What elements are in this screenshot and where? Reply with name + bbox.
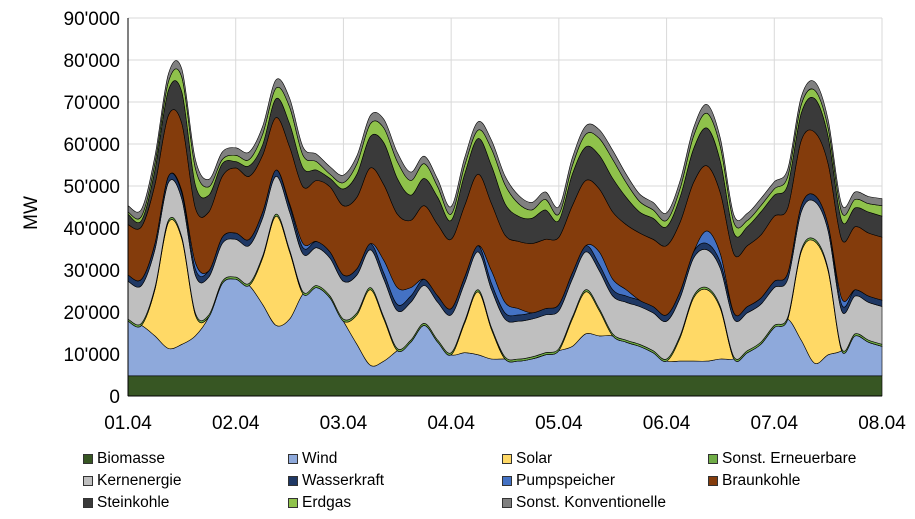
- legend-swatch: [288, 454, 298, 464]
- legend-item: Kernenergie: [83, 470, 288, 492]
- x-tick-label: 03.04: [320, 413, 368, 434]
- legend-label: Wasserkraft: [302, 472, 385, 489]
- legend-swatch: [288, 476, 298, 486]
- legend-label: Wind: [302, 450, 338, 467]
- legend-item: Solar: [502, 448, 708, 470]
- y-tick-label: 70'000: [64, 93, 120, 114]
- y-tick-label: 40'000: [64, 219, 120, 240]
- x-tick-labels: 01.04 02.04 03.04 04.04 05.04 06.04 07.04 08.04: [104, 413, 906, 434]
- legend-item: Braunkohle: [708, 470, 903, 492]
- legend-item: Biomasse: [83, 448, 288, 470]
- y-tick-label: 10'000: [64, 345, 120, 366]
- x-tick-label: 01.04: [104, 413, 152, 434]
- legend-item: Pumpspeicher: [502, 470, 708, 492]
- legend-swatch: [83, 476, 93, 486]
- y-tick-label: 90'000: [64, 9, 120, 30]
- x-tick-label: 04.04: [427, 413, 475, 434]
- legend-label: Pumpspeicher: [516, 472, 616, 489]
- y-axis-label: MW: [21, 196, 42, 230]
- legend-swatch: [502, 498, 512, 508]
- legend: Biomasse Wind Solar Sonst. Erneuerbare Kerne…: [83, 448, 903, 514]
- y-tick-label: 20'000: [64, 303, 120, 324]
- y-tick-label: 60'000: [64, 135, 120, 156]
- legend-item: Wasserkraft: [288, 470, 502, 492]
- area-sonst-konventionelle: [127, 60, 883, 229]
- legend-label: Biomasse: [97, 450, 166, 467]
- legend-label: Solar: [516, 450, 553, 467]
- x-tick-label: 05.04: [535, 413, 583, 434]
- legend-label: Sonst. Erneuerbare: [722, 450, 857, 467]
- y-tick-label: 80'000: [64, 51, 120, 72]
- axes: [127, 18, 882, 397]
- legend-label: Braunkohle: [722, 472, 801, 489]
- legend-swatch: [708, 476, 718, 486]
- legend-item: Erdgas: [288, 492, 502, 514]
- x-tick-label: 06.04: [643, 413, 691, 434]
- legend-swatch: [288, 498, 298, 508]
- legend-label: Steinkohle: [97, 494, 170, 511]
- legend-label: Erdgas: [302, 494, 352, 511]
- area-biomasse: [127, 375, 883, 397]
- y-tick-labels: 0 10'000 20'000 30'000 40'000 50'000 60'000 70'…: [64, 9, 120, 408]
- legend-label: Kernenergie: [97, 472, 182, 489]
- y-tick-label: 50'000: [64, 177, 120, 198]
- legend-swatch: [502, 476, 512, 486]
- area-series: [127, 60, 883, 397]
- legend-swatch: [708, 454, 718, 464]
- legend-item: Steinkohle: [83, 492, 288, 514]
- legend-label: Sonst. Konventionelle: [516, 494, 666, 511]
- legend-item: Sonst. Konventionelle: [502, 492, 708, 514]
- legend-swatch: [83, 454, 93, 464]
- legend-swatch: [502, 454, 512, 464]
- x-tick-label: 08.04: [858, 413, 906, 434]
- legend-item: Wind: [288, 448, 502, 470]
- legend-item: Sonst. Erneuerbare: [708, 448, 903, 470]
- x-tick-label: 02.04: [212, 413, 260, 434]
- x-tick-label: 07.04: [751, 413, 799, 434]
- y-tick-label: 0: [109, 387, 120, 408]
- y-tick-label: 30'000: [64, 261, 120, 282]
- legend-swatch: [83, 498, 93, 508]
